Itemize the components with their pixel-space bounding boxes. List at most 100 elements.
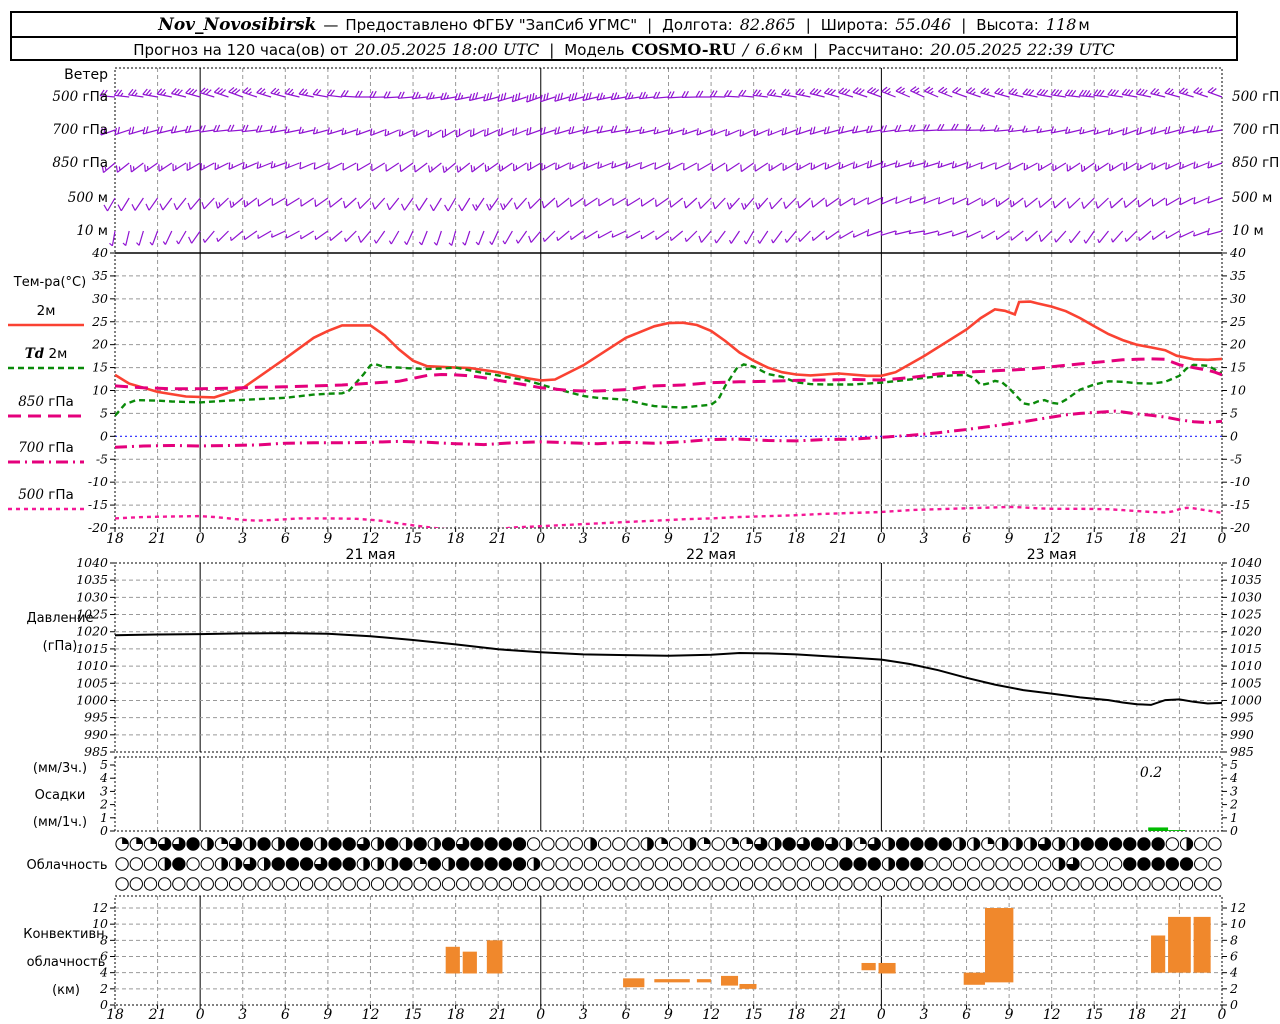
svg-text:18: 18 [447,531,465,547]
svg-text:25: 25 [1229,314,1246,329]
svg-text:10 м: 10 м [76,223,108,239]
svg-text:2: 2 [1229,797,1238,812]
svg-text:18: 18 [106,1007,124,1023]
calc-time: 20.05.2025 22:39 UTC [930,40,1115,59]
model-label: Модель [564,40,625,59]
model-resolution: 6.6 [755,40,781,59]
svg-text:35: 35 [92,268,108,283]
svg-text:6: 6 [281,1007,290,1023]
svg-text:1035: 1035 [1230,572,1262,587]
svg-text:18: 18 [787,1007,805,1023]
latitude-label: Широта: [820,15,889,34]
svg-text:0: 0 [1230,428,1238,443]
svg-text:18: 18 [1128,531,1146,547]
svg-text:5: 5 [100,405,108,420]
svg-text:-5: -5 [96,451,108,466]
svg-text:(гПа): (гПа) [43,639,78,654]
forecast-prefix: Прогноз на 120 часа(ов) от [133,40,348,59]
header-separator: | [549,40,555,59]
svg-text:700 гПа: 700 гПа [52,122,108,138]
header-separator: | [805,15,811,34]
svg-text:21: 21 [829,531,848,547]
header-dash: — [323,15,339,34]
svg-text:9: 9 [323,1007,332,1023]
provider-text: Предоставлено ФГБУ "ЗапСиб УГМС" [345,15,638,34]
svg-text:9: 9 [664,1007,673,1023]
model-resolution-unit: км [782,40,804,59]
svg-text:6: 6 [1230,949,1238,964]
svg-text:10: 10 [92,383,108,398]
station-name: Nov_Novosibirsk [158,14,317,35]
temp-series-0 [115,300,1222,399]
svg-text:3: 3 [920,1007,929,1023]
svg-text:850 гПа: 850 гПа [1232,155,1280,171]
svg-text:15: 15 [404,1007,422,1023]
svg-text:990: 990 [84,727,108,742]
svg-text:30: 30 [92,291,108,306]
svg-text:-20: -20 [1230,520,1250,535]
svg-text:0: 0 [100,823,108,838]
header-separator: | [647,15,653,34]
svg-text:500 м: 500 м [1232,190,1272,206]
svg-text:12: 12 [702,531,720,547]
run-time: 20.05.2025 18:00 UTC [354,40,540,59]
svg-text:25: 25 [91,314,108,329]
svg-text:6: 6 [281,531,290,547]
svg-text:2: 2 [1229,981,1238,996]
svg-text:0: 0 [536,531,545,547]
wind-title: Ветер [64,67,108,83]
svg-text:(км): (км) [52,983,80,998]
svg-text:12: 12 [1043,531,1061,547]
convective-label: Конвективн. [23,927,109,942]
wind-panel [99,86,1223,247]
svg-text:1010: 1010 [76,658,108,673]
svg-text:-15: -15 [1230,497,1250,512]
svg-text:20: 20 [1229,337,1246,352]
svg-text:12: 12 [702,1007,720,1023]
svg-text:20: 20 [91,337,108,352]
svg-text:3: 3 [579,1007,588,1023]
svg-text:18: 18 [106,531,124,547]
svg-text:21: 21 [488,1007,507,1023]
svg-text:500 гПа: 500 гПа [52,89,108,105]
margin-labels: Ветер 500 гПа 500 гПа 700 гПа 700 гПа 850 гПа… [8,67,1280,998]
convective-bar [462,951,477,974]
svg-text:30: 30 [1230,291,1246,306]
gridlines [115,68,1222,1005]
svg-text:-10: -10 [88,474,108,489]
precip-annotation: 0.2 [1140,765,1162,781]
svg-text:1010: 1010 [1230,658,1262,673]
convective-bar [739,983,757,989]
svg-text:Td 2м: Td 2м [25,346,68,362]
svg-text:6: 6 [962,1007,971,1023]
temp-series-1 [115,362,1222,417]
svg-text:0: 0 [100,428,108,443]
svg-text:15: 15 [1230,360,1246,375]
precip-bar [1148,827,1169,831]
svg-text:1035: 1035 [76,572,108,587]
svg-text:9: 9 [323,531,332,547]
model-resolution-slash: / [742,40,749,59]
cloudiness-rows [115,837,1222,891]
longitude-value: 82.865 [739,15,796,34]
convective-bar [721,975,739,986]
pressure-line [115,632,1222,706]
svg-text:3: 3 [238,531,247,547]
svg-text:18: 18 [1128,1007,1146,1023]
convective-bar [878,962,896,974]
svg-text:21: 21 [148,1007,167,1023]
svg-text:1000: 1000 [1230,692,1262,707]
svg-text:-20: -20 [88,520,108,535]
svg-text:6: 6 [100,949,108,964]
svg-text:1015: 1015 [1230,641,1262,656]
svg-text:9: 9 [1005,1007,1014,1023]
header-separator: | [961,15,967,34]
svg-text:1025: 1025 [76,607,108,622]
svg-text:985: 985 [84,744,108,759]
svg-text:облачность: облачность [27,955,106,970]
altitude-value: 118 [1045,15,1077,34]
convective-bar [623,978,645,988]
cloudiness-label: Облачность [26,858,107,873]
